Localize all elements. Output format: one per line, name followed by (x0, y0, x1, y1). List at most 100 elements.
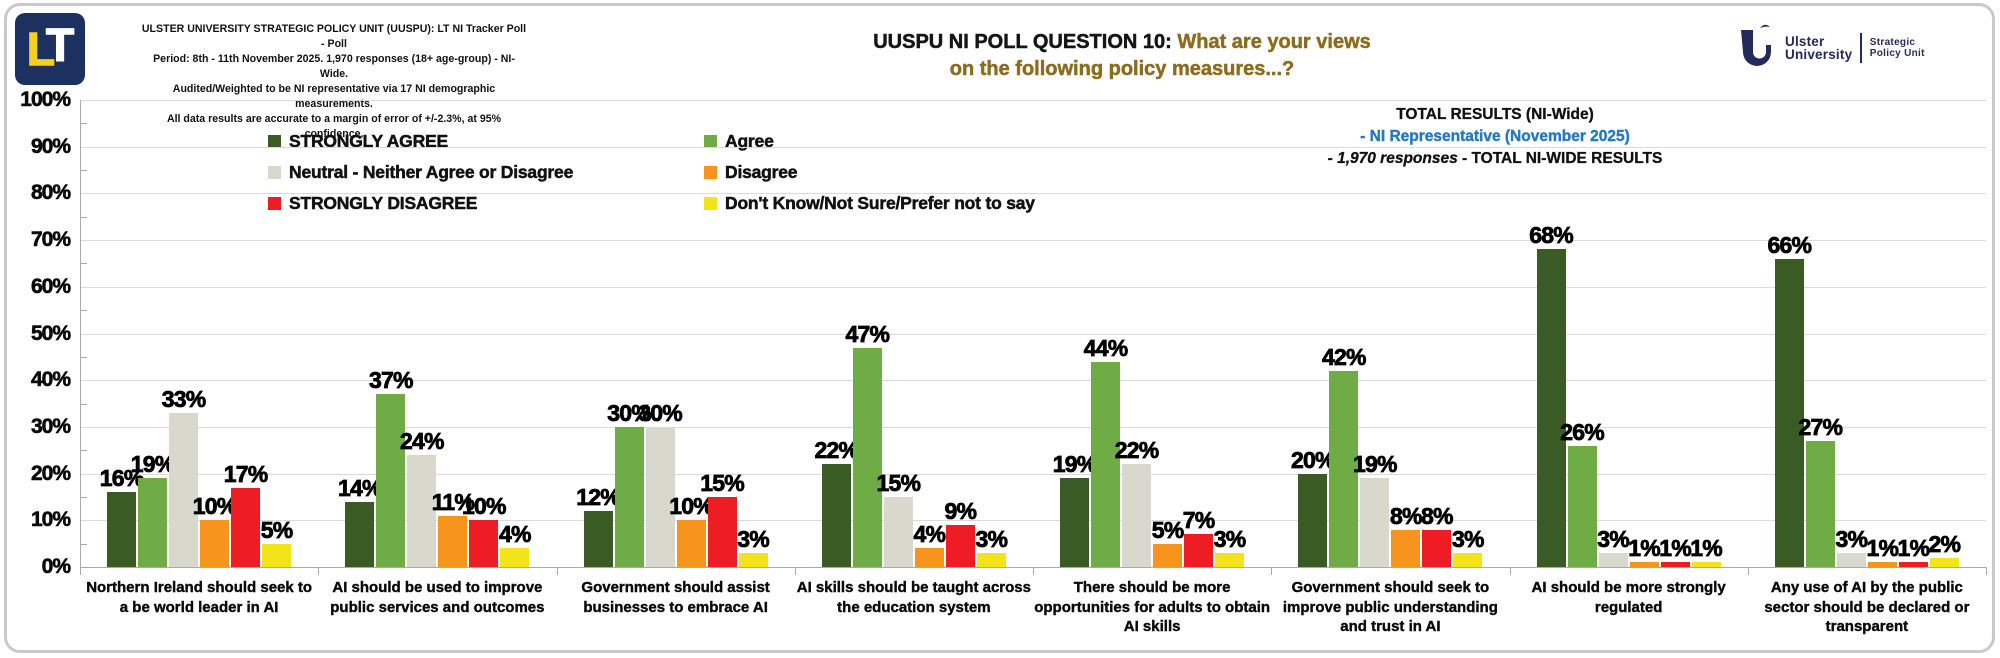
gridline (80, 380, 1986, 382)
bar-value-label: 16% (99, 465, 144, 492)
legend-label: Disagree (725, 162, 798, 183)
bar-strongly-disagree (1898, 562, 1928, 567)
gridline (80, 193, 1986, 195)
category-label: Government should assist businesses to e… (581, 579, 770, 616)
bar-disagree (1153, 543, 1183, 567)
ulster-university-u-icon (1738, 24, 1778, 73)
legend-item-dont-know: Don't Know/Not Sure/Prefer not to say (704, 193, 1035, 214)
legend-swatch-strongly-disagree (268, 197, 281, 210)
gridline (80, 240, 1986, 242)
y-axis-minor-tick (80, 310, 87, 312)
gridline (80, 333, 1986, 335)
legend-label: STRONGLY DISAGREE (289, 193, 478, 214)
poll-detail-line: All data results are accurate to a margi… (166, 113, 502, 140)
bar-neutral (883, 496, 913, 567)
bar-dont-know (1215, 552, 1245, 567)
legend-item-neutral: Neutral - Neither Agree or Disagree (268, 162, 704, 183)
category-label: AI skills should be taught across the ed… (796, 579, 1032, 616)
strategic-policy-unit-wordmark: Strategic Policy Unit (1869, 37, 1925, 59)
bar-value-label: 4% (499, 521, 532, 548)
bar-dont-know (976, 552, 1006, 567)
y-axis-minor-tick (80, 356, 87, 358)
bar-value-label: 8% (1421, 502, 1454, 529)
legend-swatch-dont-know (704, 197, 717, 210)
bar-value-label: 44% (1083, 334, 1128, 361)
results-representative-line: - NI Representative (November 2025) (1360, 128, 1630, 145)
bar-value-label: 4% (913, 521, 946, 548)
poll-detail-line: ULSTER UNIVERSITY STRATEGIC POLICY UNIT … (141, 23, 527, 50)
legend-swatch-strongly-agree (268, 135, 281, 148)
y-axis-minor-tick (80, 450, 87, 452)
bar-value-label: 3% (737, 525, 770, 553)
bar-disagree (200, 520, 230, 567)
category-label: Government should seek to improve public… (1282, 579, 1498, 635)
bar-value-label: 12% (576, 483, 621, 511)
bar-value-label: 3% (1452, 525, 1485, 553)
bar-value-label: 17% (223, 460, 268, 487)
bar-strongly-disagree (1660, 562, 1690, 567)
lt-tracker-logo: L T (15, 13, 85, 85)
bar-dont-know (500, 548, 530, 567)
poll-methodology-text: ULSTER UNIVERSITY STRATEGIC POLICY UNIT … (140, 22, 528, 142)
bar-value-label: 1% (1690, 535, 1723, 562)
bar-value-label: 26% (1560, 418, 1605, 445)
y-axis-label: 0% (41, 555, 71, 579)
y-axis-minor-tick (80, 123, 87, 125)
bar-strongly-agree (345, 501, 375, 567)
bar-agree (1091, 361, 1121, 567)
y-axis-minor-tick (80, 403, 87, 405)
bar-disagree (438, 515, 468, 567)
legend-label: Neutral - Neither Agree or Disagree (289, 162, 574, 183)
bar-disagree (676, 520, 706, 567)
y-axis-label: 10% (30, 508, 72, 532)
bar-value-label: 37% (369, 367, 414, 394)
bar-value-label: 15% (700, 469, 745, 497)
bar-value-label: 20% (1291, 446, 1336, 473)
x-axis-group-tick (1747, 567, 1749, 575)
bar-strongly-disagree (1422, 529, 1452, 567)
bar-agree (852, 347, 882, 567)
bar-value-label: 19% (1052, 451, 1097, 478)
bar-value-label: 22% (1114, 437, 1159, 464)
legend-item-disagree: Disagree (704, 162, 1035, 183)
bar-neutral (1122, 464, 1152, 567)
y-axis-label: 90% (30, 134, 72, 158)
slide-frame (4, 3, 1995, 653)
y-axis-label: 40% (30, 368, 72, 392)
x-axis-group-tick (794, 567, 796, 575)
gridline (80, 146, 1986, 148)
bar-value-label: 33% (161, 385, 206, 412)
bar-dont-know (1929, 557, 1959, 567)
bar-strongly-disagree (469, 520, 499, 567)
bar-disagree (1867, 562, 1897, 567)
legend-item-strongly-disagree: STRONGLY DISAGREE (268, 193, 704, 214)
bar-neutral (1360, 478, 1390, 567)
bar-value-label: 3% (1597, 525, 1630, 553)
bar-value-label: 10% (462, 493, 507, 520)
bar-value-label: 19% (130, 451, 175, 478)
gridline (80, 286, 1986, 288)
bar-value-label: 30% (607, 399, 652, 426)
bar-value-label: 47% (845, 320, 890, 347)
x-axis-group-tick (1033, 567, 1034, 575)
bar-value-label: 10% (669, 493, 714, 520)
legend-label: Don't Know/Not Sure/Prefer not to say (725, 193, 1036, 214)
bar-strongly-agree (1774, 258, 1804, 567)
bar-agree (1567, 445, 1597, 567)
y-axis-minor-tick (80, 543, 87, 545)
y-axis-label: 30% (30, 414, 72, 439)
bar-value-label: 3% (1835, 525, 1868, 553)
y-axis-minor-tick (80, 170, 87, 172)
legend-swatch-agree (704, 135, 717, 148)
bar-agree (614, 426, 644, 567)
y-axis-minor-tick (80, 216, 87, 218)
y-axis-label: 50% (30, 321, 72, 345)
ulster-university-logo: Ulster University Strategic Policy Unit (1738, 24, 1925, 72)
gridline (80, 473, 1986, 475)
logo-divider (1860, 33, 1862, 63)
legend-item-agree: Agree (704, 131, 1035, 152)
y-axis-label: 100% (20, 88, 71, 112)
bar-disagree (1629, 562, 1659, 567)
results-title: TOTAL RESULTS (NI-Wide) (1396, 106, 1594, 123)
